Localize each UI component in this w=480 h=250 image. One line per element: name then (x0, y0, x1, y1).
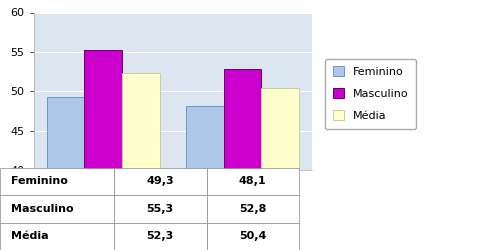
Bar (224, 69, 261, 250)
Bar (47, 97, 84, 250)
Bar (122, 73, 160, 250)
Legend: Feminino, Masculino, Média: Feminino, Masculino, Média (325, 59, 416, 129)
Bar (261, 88, 299, 250)
Bar (186, 106, 224, 250)
Bar (84, 50, 122, 250)
